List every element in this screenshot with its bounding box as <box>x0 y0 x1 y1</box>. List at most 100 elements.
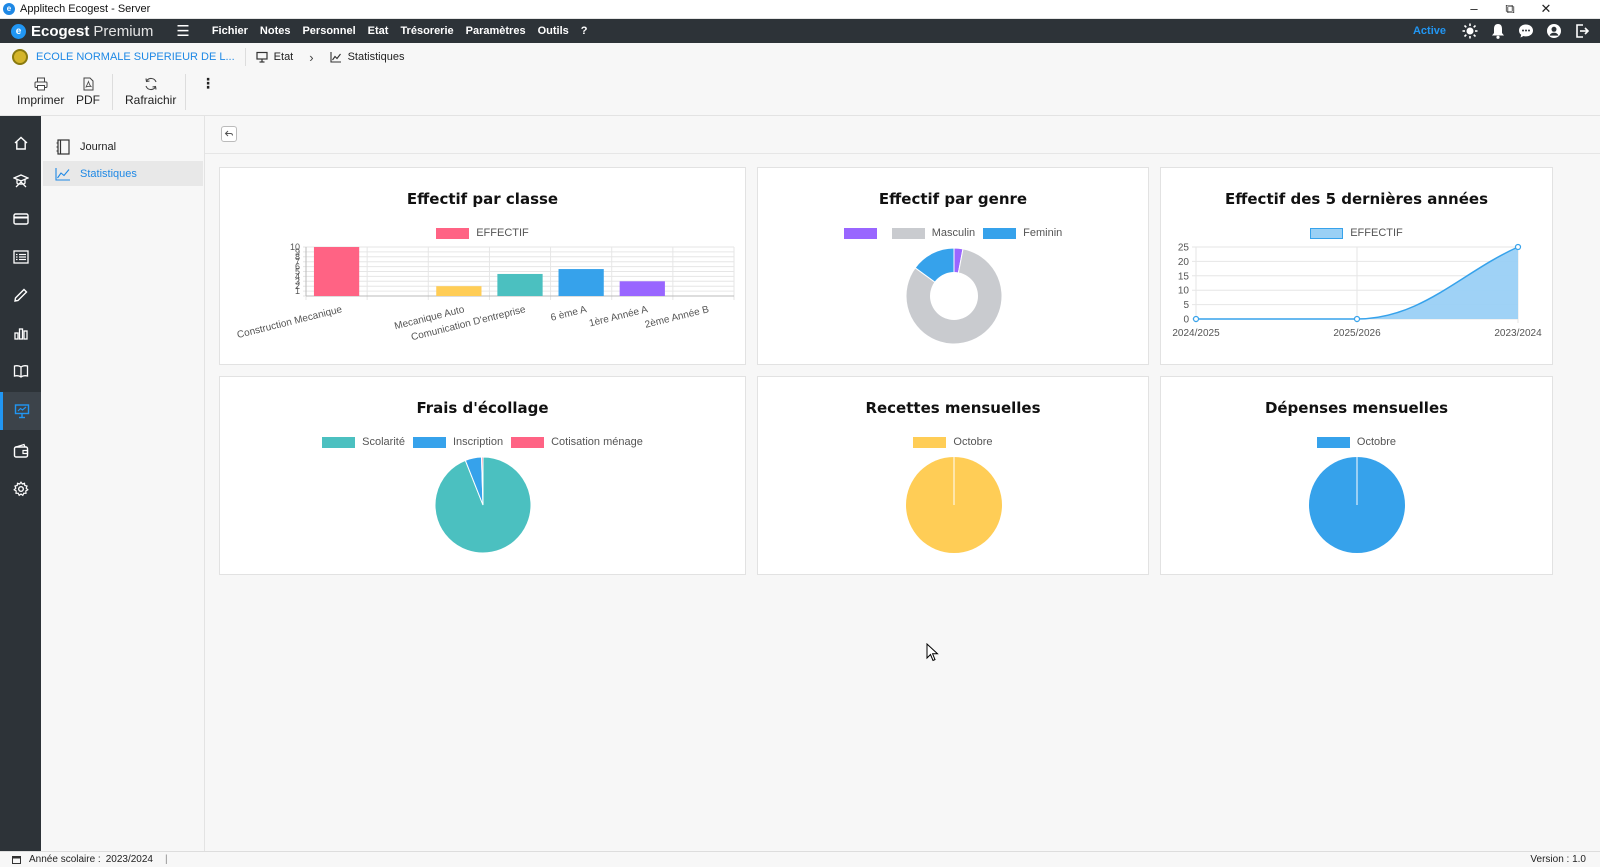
legend-item[interactable]: EFFECTIF <box>436 227 529 239</box>
card-title: Effectif par genre <box>878 190 1028 208</box>
menu-notes[interactable]: Notes <box>259 25 291 37</box>
y-tick-label: 25 <box>1178 243 1190 254</box>
rail-settings[interactable] <box>0 470 41 508</box>
y-tick-label: 7 <box>295 257 300 267</box>
close-button[interactable]: ✕ <box>1540 1 1552 16</box>
legend-item[interactable]: Inscription <box>412 436 504 448</box>
legend-item[interactable]: EFFECTIF <box>1310 227 1403 239</box>
breadcrumb-statistiques-label: Statistiques <box>347 51 405 63</box>
legend-swatch <box>511 436 545 448</box>
legend-label: EFFECTIF <box>476 227 529 239</box>
rail-students[interactable] <box>0 162 41 200</box>
logout-icon[interactable] <box>1574 23 1590 39</box>
legend-label: Octobre <box>953 436 993 448</box>
menu-parametres[interactable]: Paramètres <box>465 25 526 37</box>
restore-button[interactable]: ⧉ <box>1505 1 1515 16</box>
legend-swatch <box>913 436 947 448</box>
y-tick-label: 2 <box>295 281 300 291</box>
notification-bell-icon[interactable] <box>1490 23 1506 39</box>
app-logo-icon: e <box>3 3 15 15</box>
menubar: e Ecogest Premium ☰ Fichier Notes Person… <box>0 19 1600 43</box>
legend-swatch <box>436 227 470 239</box>
menu-etat[interactable]: Etat <box>367 25 389 37</box>
status-divider: | <box>165 854 168 865</box>
statusbar: Année scolaire : 2023/2024 | Version : 1… <box>0 851 1600 867</box>
print-button[interactable]: Imprimer <box>17 77 64 107</box>
pie-chart <box>434 456 532 554</box>
pdf-label: PDF <box>76 93 100 107</box>
subnav-item-journal[interactable]: Journal <box>43 134 203 159</box>
bar-chart-icon <box>13 328 28 340</box>
icon-rail <box>0 116 41 851</box>
menu-tresorerie[interactable]: Trésorerie <box>400 25 454 37</box>
more-options-button[interactable]: ⋮ <box>201 75 215 91</box>
school-name-link[interactable]: ECOLE NORMALE SUPERIEUR DE L... <box>36 51 235 63</box>
rail-notes[interactable] <box>0 276 41 314</box>
y-tick-label: 5 <box>295 267 300 277</box>
legend-item[interactable] <box>843 227 884 239</box>
menu-help[interactable]: ? <box>580 25 588 37</box>
sub-navigation: Journal Statistiques <box>41 116 205 851</box>
rail-reports[interactable] <box>0 314 41 352</box>
rail-treasury[interactable] <box>0 432 41 470</box>
pencil-icon <box>13 288 27 302</box>
x-tick-label: 2025/2026 <box>1333 328 1381 339</box>
pdf-button[interactable]: PDF <box>76 77 100 107</box>
x-tick-label: 1ère Année A <box>588 304 649 329</box>
data-point <box>1192 315 1200 323</box>
line-chart-icon <box>55 166 71 182</box>
minimize-button[interactable]: – <box>1470 1 1478 16</box>
subnav-item-statistiques[interactable]: Statistiques <box>43 161 203 186</box>
refresh-icon <box>145 77 157 91</box>
legend-swatch <box>412 436 446 448</box>
rail-payments[interactable] <box>0 200 41 238</box>
rail-home[interactable] <box>0 124 41 162</box>
toolbar-divider <box>112 74 113 110</box>
legend-label: Feminin <box>1023 227 1063 239</box>
legend-item[interactable]: Feminin <box>983 227 1062 239</box>
legend-item[interactable]: Scolarité <box>322 436 405 448</box>
graduation-cap-icon <box>12 174 29 188</box>
breadcrumb-etat[interactable]: Etat <box>256 51 293 63</box>
user-account-icon[interactable] <box>1546 23 1562 39</box>
chat-bubble-icon[interactable] <box>1518 23 1534 39</box>
pdf-file-icon <box>83 77 94 91</box>
legend-swatch <box>891 227 925 239</box>
area-chart: 25 20 15 10 5 0 2024/2025 2025/2026 2023/2024 <box>1172 243 1542 340</box>
menu-personnel[interactable]: Personnel <box>302 25 356 37</box>
theme-sun-icon[interactable] <box>1462 23 1478 39</box>
legend-item[interactable]: Cotisation ménage <box>511 436 643 448</box>
content-divider <box>205 153 1600 154</box>
rail-library[interactable] <box>0 352 41 390</box>
x-tick-label: 2ème Année B <box>644 304 711 331</box>
menu-outils[interactable]: Outils <box>537 25 569 37</box>
card-effectif-classe: Effectif par classe EFFECTIF 10 9 8 7 6 5 4 3 2 1… <box>219 167 746 365</box>
hamburger-menu-icon[interactable]: ☰ <box>176 23 190 40</box>
card-effectif-annees: Effectif des 5 dernières années EFFECTIF… <box>1160 167 1553 365</box>
presentation-icon <box>256 51 268 63</box>
refresh-button[interactable]: Rafraichir <box>125 77 176 107</box>
legend-item[interactable]: Masculin <box>891 227 975 239</box>
menu-fichier[interactable]: Fichier <box>211 25 248 37</box>
breadcrumb: ECOLE NORMALE SUPERIEUR DE L... Etat › S… <box>0 43 1600 71</box>
mouse-cursor-icon <box>926 643 939 662</box>
y-tick-label: 5 <box>1183 300 1189 311</box>
credit-card-icon <box>12 213 29 225</box>
rail-lists[interactable] <box>0 238 41 276</box>
legend-swatch <box>1316 436 1350 448</box>
breadcrumb-statistiques[interactable]: Statistiques <box>330 51 405 63</box>
window-titlebar: e Applitech Ecogest - Server – ⧉ ✕ <box>0 0 1600 19</box>
legend-swatch <box>983 227 1017 239</box>
card-title: Effectif des 5 dernières années <box>1224 190 1489 208</box>
toolbar: Imprimer PDF Rafraichir ⋮ <box>0 71 1600 116</box>
bar <box>619 281 665 296</box>
rail-etat[interactable] <box>0 392 41 430</box>
legend-item[interactable]: Octobre <box>913 436 993 448</box>
legend-item[interactable]: Octobre <box>1316 436 1396 448</box>
x-tick-label: Construction Mecanique <box>236 304 344 341</box>
brand: e Ecogest Premium <box>11 23 153 40</box>
active-status-label: Active <box>1412 25 1446 37</box>
back-button[interactable] <box>221 126 237 142</box>
legend-label: Inscription <box>452 436 504 448</box>
bar <box>558 269 604 296</box>
